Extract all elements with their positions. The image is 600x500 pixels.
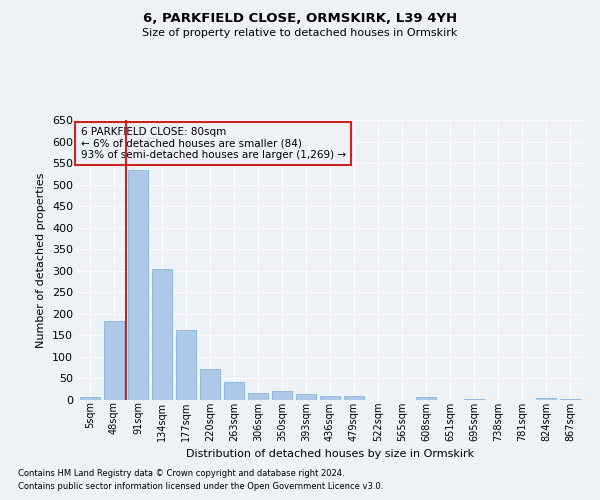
- Bar: [296, 394, 316, 400]
- Bar: [344, 396, 364, 400]
- Bar: [248, 392, 268, 400]
- Bar: [128, 170, 148, 400]
- Bar: [224, 382, 244, 400]
- Text: Size of property relative to detached houses in Ormskirk: Size of property relative to detached ho…: [142, 28, 458, 38]
- Bar: [176, 330, 196, 400]
- X-axis label: Distribution of detached houses by size in Ormskirk: Distribution of detached houses by size …: [186, 449, 474, 459]
- Bar: [272, 392, 292, 400]
- Bar: [464, 398, 484, 400]
- Text: 6 PARKFIELD CLOSE: 80sqm
← 6% of detached houses are smaller (84)
93% of semi-de: 6 PARKFIELD CLOSE: 80sqm ← 6% of detache…: [80, 127, 346, 160]
- Bar: [80, 396, 100, 400]
- Y-axis label: Number of detached properties: Number of detached properties: [37, 172, 46, 348]
- Bar: [104, 321, 124, 400]
- Bar: [416, 398, 436, 400]
- Text: 6, PARKFIELD CLOSE, ORMSKIRK, L39 4YH: 6, PARKFIELD CLOSE, ORMSKIRK, L39 4YH: [143, 12, 457, 26]
- Bar: [320, 396, 340, 400]
- Bar: [152, 269, 172, 400]
- Bar: [200, 369, 220, 400]
- Bar: [560, 398, 580, 400]
- Bar: [536, 398, 556, 400]
- Text: Contains public sector information licensed under the Open Government Licence v3: Contains public sector information licen…: [18, 482, 383, 491]
- Text: Contains HM Land Registry data © Crown copyright and database right 2024.: Contains HM Land Registry data © Crown c…: [18, 468, 344, 477]
